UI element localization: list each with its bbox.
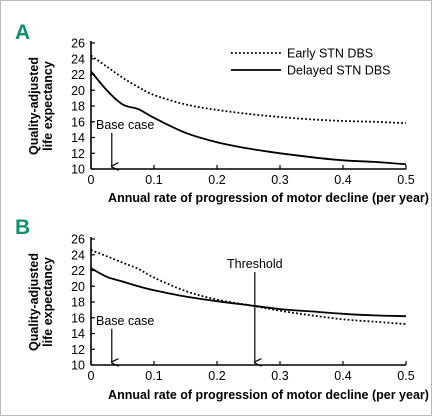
legend-label-delayed-stn-dbs: Delayed STN DBS	[287, 64, 391, 78]
y-tick-label: 26	[71, 37, 85, 51]
y-tick-label: 22	[71, 68, 85, 82]
x-tick-label: 0.2	[208, 173, 225, 187]
y-tick-label: 12	[71, 147, 85, 161]
x-tick-label: 0.2	[208, 369, 225, 383]
annotation-threshold: Threshold	[227, 257, 283, 271]
y-tick-label: 12	[71, 343, 85, 357]
y-tick-label: 16	[71, 115, 85, 129]
y-axis-label: life expectancy	[41, 61, 55, 151]
x-tick-label: 0.5	[397, 369, 414, 383]
x-axis-label: Annual rate of progression of motor decl…	[108, 191, 429, 205]
x-tick-label: 0	[88, 173, 95, 187]
y-tick-label: 24	[71, 52, 85, 66]
x-tick-label: 0.1	[145, 369, 162, 383]
x-tick-label: 0.1	[145, 173, 162, 187]
panel-label: A	[15, 21, 30, 44]
y-tick-label: 16	[71, 311, 85, 325]
y-tick-label: 22	[71, 264, 85, 278]
y-axis-label: Quality-adjusted	[27, 253, 41, 351]
y-axis-label: Quality-adjusted	[27, 57, 41, 155]
y-tick-label: 18	[71, 296, 85, 310]
annotation-base-case: Base case	[96, 118, 154, 132]
y-tick-label: 26	[71, 233, 85, 247]
y-tick-label: 10	[71, 163, 85, 177]
x-tick-label: 0.5	[397, 173, 414, 187]
x-tick-label: 0.3	[271, 369, 288, 383]
y-tick-label: 18	[71, 100, 85, 114]
y-tick-label: 14	[71, 131, 85, 145]
x-tick-label: 0.4	[334, 173, 351, 187]
x-axis-label: Annual rate of progression of motor decl…	[108, 388, 429, 402]
x-tick-label: 0.4	[334, 369, 351, 383]
series-line-delayed-stn-dbs	[90, 70, 407, 166]
x-tick-label: 0	[88, 369, 95, 383]
panel-label: B	[15, 216, 30, 239]
series-line-delayed-stn-dbs	[90, 267, 407, 318]
y-axis-label: life expectancy	[41, 257, 55, 347]
y-tick-label: 20	[71, 84, 85, 98]
y-tick-label: 20	[71, 280, 85, 294]
legend-label-early-stn-dbs: Early STN DBS	[287, 47, 373, 61]
x-tick-label: 0.3	[271, 173, 288, 187]
y-tick-label: 14	[71, 327, 85, 341]
y-tick-label: 24	[71, 248, 85, 262]
annotation-base-case: Base case	[96, 314, 154, 328]
y-tick-label: 10	[71, 359, 85, 373]
